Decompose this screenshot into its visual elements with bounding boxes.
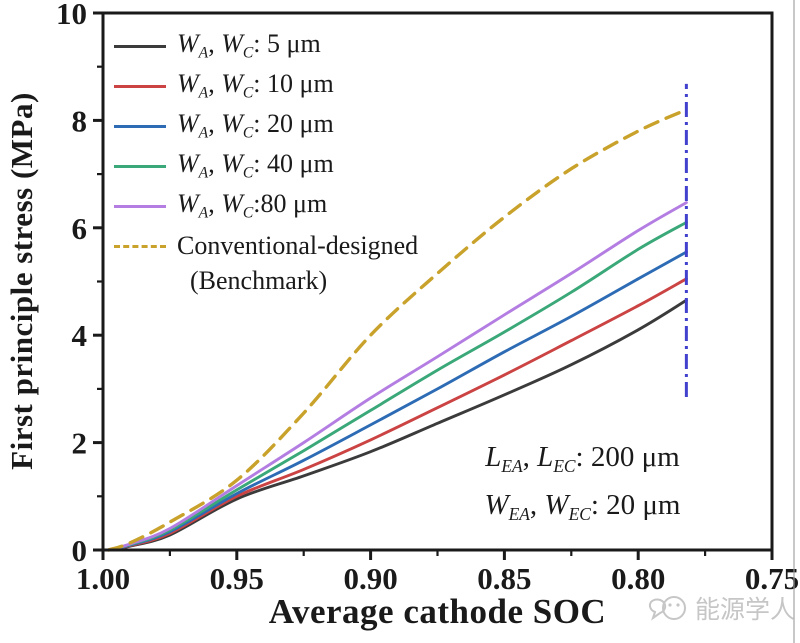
symbol-subscript: A xyxy=(198,124,209,142)
symbol-subscript: A xyxy=(198,44,209,62)
separator: , xyxy=(208,189,222,219)
legend: WA, WC: 5 μm WA, WC: 10 μm WA, WC: 20 μm WA… xyxy=(114,26,418,302)
y-tick-label: 6 xyxy=(72,211,88,246)
symbol-base: W xyxy=(484,489,509,522)
y-tick-label: 2 xyxy=(72,426,88,461)
legend-label: WA, WC:80 μm xyxy=(177,189,327,222)
symbol-subscript: EC xyxy=(553,456,576,477)
symbol-base: W xyxy=(177,109,199,139)
symbol-base: L xyxy=(537,441,554,473)
legend-item-0: WA, WC: 5 μm xyxy=(114,26,418,66)
y-tick-label: 10 xyxy=(56,0,87,31)
symbol-value: : 5 μm xyxy=(253,29,321,59)
symbol-subscript: A xyxy=(198,84,209,102)
y-tick-label: 8 xyxy=(72,103,88,138)
symbol-value: : 200 μm xyxy=(575,441,680,473)
y-axis-label: First principle stress (MPa) xyxy=(4,92,39,470)
legend-item-2: WA, WC: 20 μm xyxy=(114,106,418,146)
symbol-base: W xyxy=(221,109,243,139)
watermark-text: 能源学人 xyxy=(694,595,795,624)
legend-label-benchmark: (Benchmark) xyxy=(190,266,328,295)
symbol-base: W xyxy=(221,69,243,99)
symbol-subscript: C xyxy=(242,84,254,102)
symbol-base: W xyxy=(177,149,199,179)
symbol-value: : 20 μm xyxy=(253,109,334,139)
series-line-5 xyxy=(106,108,689,552)
symbol-subscript: C xyxy=(242,44,254,62)
x-tick-label: 0.80 xyxy=(611,561,665,596)
separator: , xyxy=(522,441,538,473)
parameter-annotation: LEA, LEC: 200 μm WEA, WEC: 20 μm xyxy=(440,438,725,534)
legend-line-swatch xyxy=(114,84,166,88)
symbol-subscript: C xyxy=(242,124,254,142)
legend-line-swatch xyxy=(114,204,166,208)
watermark-logo-icon xyxy=(648,596,686,621)
legend-item-1: WA, WC: 10 μm xyxy=(114,66,418,106)
x-tick-label: 0.95 xyxy=(210,561,264,596)
symbol-base: L xyxy=(485,441,502,473)
y-tick-label: 4 xyxy=(72,318,88,353)
symbol-base: W xyxy=(177,29,199,59)
legend-label: WA, WC: 40 μm xyxy=(177,149,334,182)
x-tick-label: 1.00 xyxy=(76,561,130,596)
legend-line-swatch xyxy=(114,124,166,128)
legend-label: Conventional-designed xyxy=(177,231,419,260)
symbol-subscript: EA xyxy=(508,504,530,525)
legend-item-4: WA, WC:80 μm xyxy=(114,186,418,226)
symbol-base: W xyxy=(221,29,243,59)
symbol-base: W xyxy=(177,69,199,99)
x-tick-label: 0.85 xyxy=(477,561,531,596)
separator: , xyxy=(208,69,222,99)
separator: , xyxy=(529,489,545,522)
legend-item-3: WA, WC: 40 μm xyxy=(114,146,418,186)
separator: , xyxy=(208,149,222,179)
legend-item-5: Conventional-designed xyxy=(114,226,418,266)
symbol-subscript: EC xyxy=(568,504,591,525)
symbol-base: W xyxy=(177,189,199,219)
symbol-value: : 40 μm xyxy=(253,149,334,179)
symbol-base: W xyxy=(544,489,569,522)
symbol-base: W xyxy=(221,149,243,179)
symbol-base: W xyxy=(221,189,243,219)
symbol-value: :80 μm xyxy=(253,189,328,219)
legend-dashed-line-swatch xyxy=(114,244,166,248)
symbol-subscript: A xyxy=(198,164,209,182)
legend-label: WA, WC: 5 μm xyxy=(177,29,321,62)
symbol-subscript: A xyxy=(198,204,209,222)
separator: , xyxy=(208,29,222,59)
image-edge-line xyxy=(793,0,795,643)
series-line-4 xyxy=(106,201,688,552)
annotation-line-1: WEA, WEC: 20 μm xyxy=(440,486,725,534)
legend-line-swatch xyxy=(114,164,166,168)
y-tick-label: 0 xyxy=(72,533,88,568)
x-tick-label: 0.90 xyxy=(343,561,397,596)
legend-label: WA, WC: 20 μm xyxy=(177,109,334,142)
symbol-subscript: EA xyxy=(501,456,523,477)
x-axis-label: Average cathode SOC xyxy=(268,592,607,631)
legend-label: WA, WC: 10 μm xyxy=(177,69,334,102)
symbol-subscript: C xyxy=(242,204,254,222)
symbol-subscript: C xyxy=(242,164,254,182)
separator: , xyxy=(208,109,222,139)
legend-line-swatch xyxy=(114,44,166,48)
x-tick-label: 0.75 xyxy=(745,561,799,596)
symbol-value: : 10 μm xyxy=(253,69,334,99)
watermark: 能源学人 xyxy=(648,590,795,626)
annotation-line-0: LEA, LEC: 200 μm xyxy=(440,438,725,486)
symbol-value: : 20 μm xyxy=(590,489,681,522)
